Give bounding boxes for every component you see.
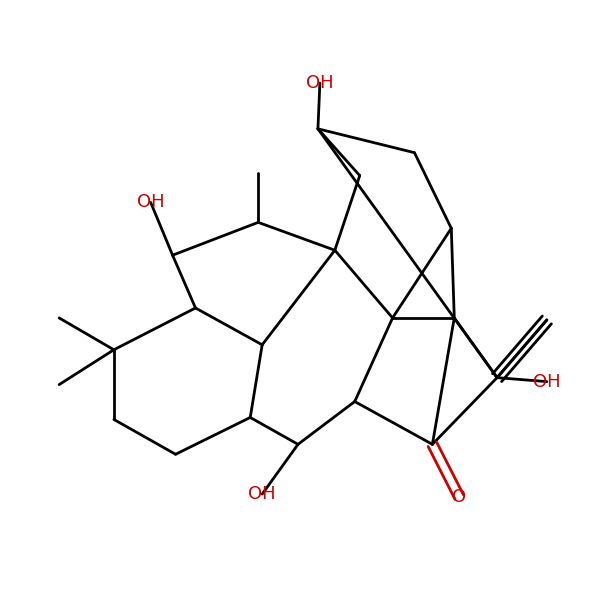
Text: OH: OH bbox=[533, 373, 560, 391]
Text: O: O bbox=[452, 488, 466, 506]
Text: OH: OH bbox=[306, 74, 334, 92]
Text: OH: OH bbox=[137, 193, 164, 211]
Text: OH: OH bbox=[248, 485, 276, 503]
